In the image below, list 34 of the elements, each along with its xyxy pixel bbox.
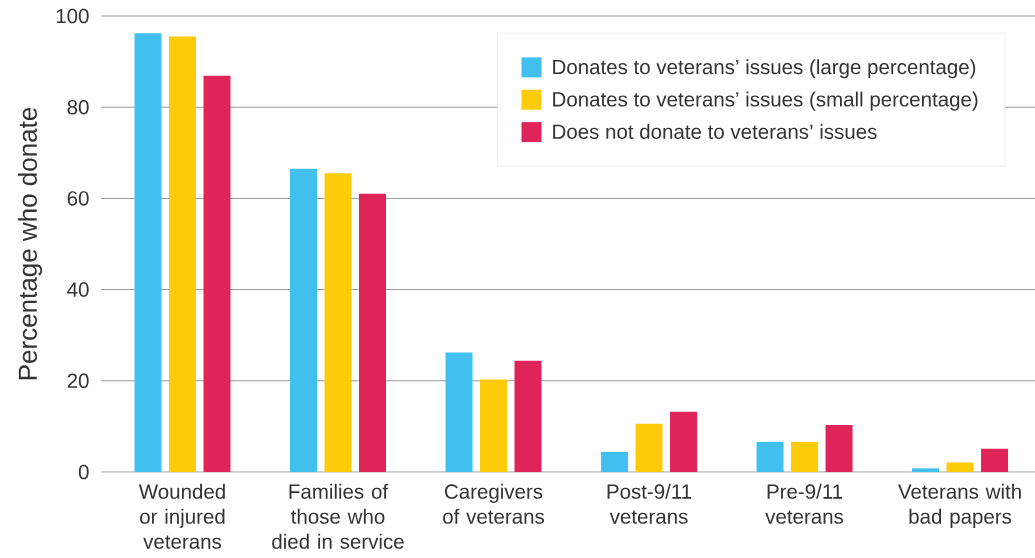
bar: [359, 193, 387, 472]
x-tick-label: Pre-9/11 veterans: [765, 483, 844, 524]
bar: [981, 448, 1009, 472]
y-tick-label: 40: [67, 282, 89, 297]
y-tick-label: 100: [56, 8, 89, 24]
bar: [480, 379, 508, 472]
y-axis-title: Percentage who donate: [17, 107, 43, 380]
x-tick-label: Wounded or injured veterans: [138, 483, 225, 549]
x-tick-label: Veterans with bad papers: [898, 483, 1021, 528]
bar: [756, 441, 784, 472]
bar: [134, 33, 162, 472]
bar: [791, 441, 819, 472]
bar: [203, 75, 231, 472]
bar: [912, 468, 940, 472]
y-tick-label: 0: [78, 464, 89, 480]
bar: [324, 173, 352, 472]
x-tick-label: Post-9/11 veterans: [607, 483, 692, 524]
legend-label: Donates to veterans’ issues (large percentage): [553, 59, 976, 79]
y-tick-label: 20: [67, 373, 89, 389]
bar: [445, 352, 473, 472]
y-tick-label: 80: [67, 99, 89, 115]
x-tick-label: Families of those who died in service: [272, 483, 404, 549]
legend-label: Does not donate to veterans’ issues: [553, 123, 877, 139]
y-tick-label: 60: [67, 191, 89, 206]
bar: [825, 425, 853, 472]
x-tick-label: Caregivers of veterans: [443, 483, 545, 524]
bar: [635, 423, 663, 472]
bar: [670, 411, 698, 472]
legend-label: Donates to veterans’ issues (small percentage): [553, 91, 978, 111]
bar: [514, 360, 542, 472]
bar: [169, 36, 196, 472]
bar: [946, 462, 974, 472]
bar: [601, 451, 629, 472]
bar: [290, 168, 317, 472]
